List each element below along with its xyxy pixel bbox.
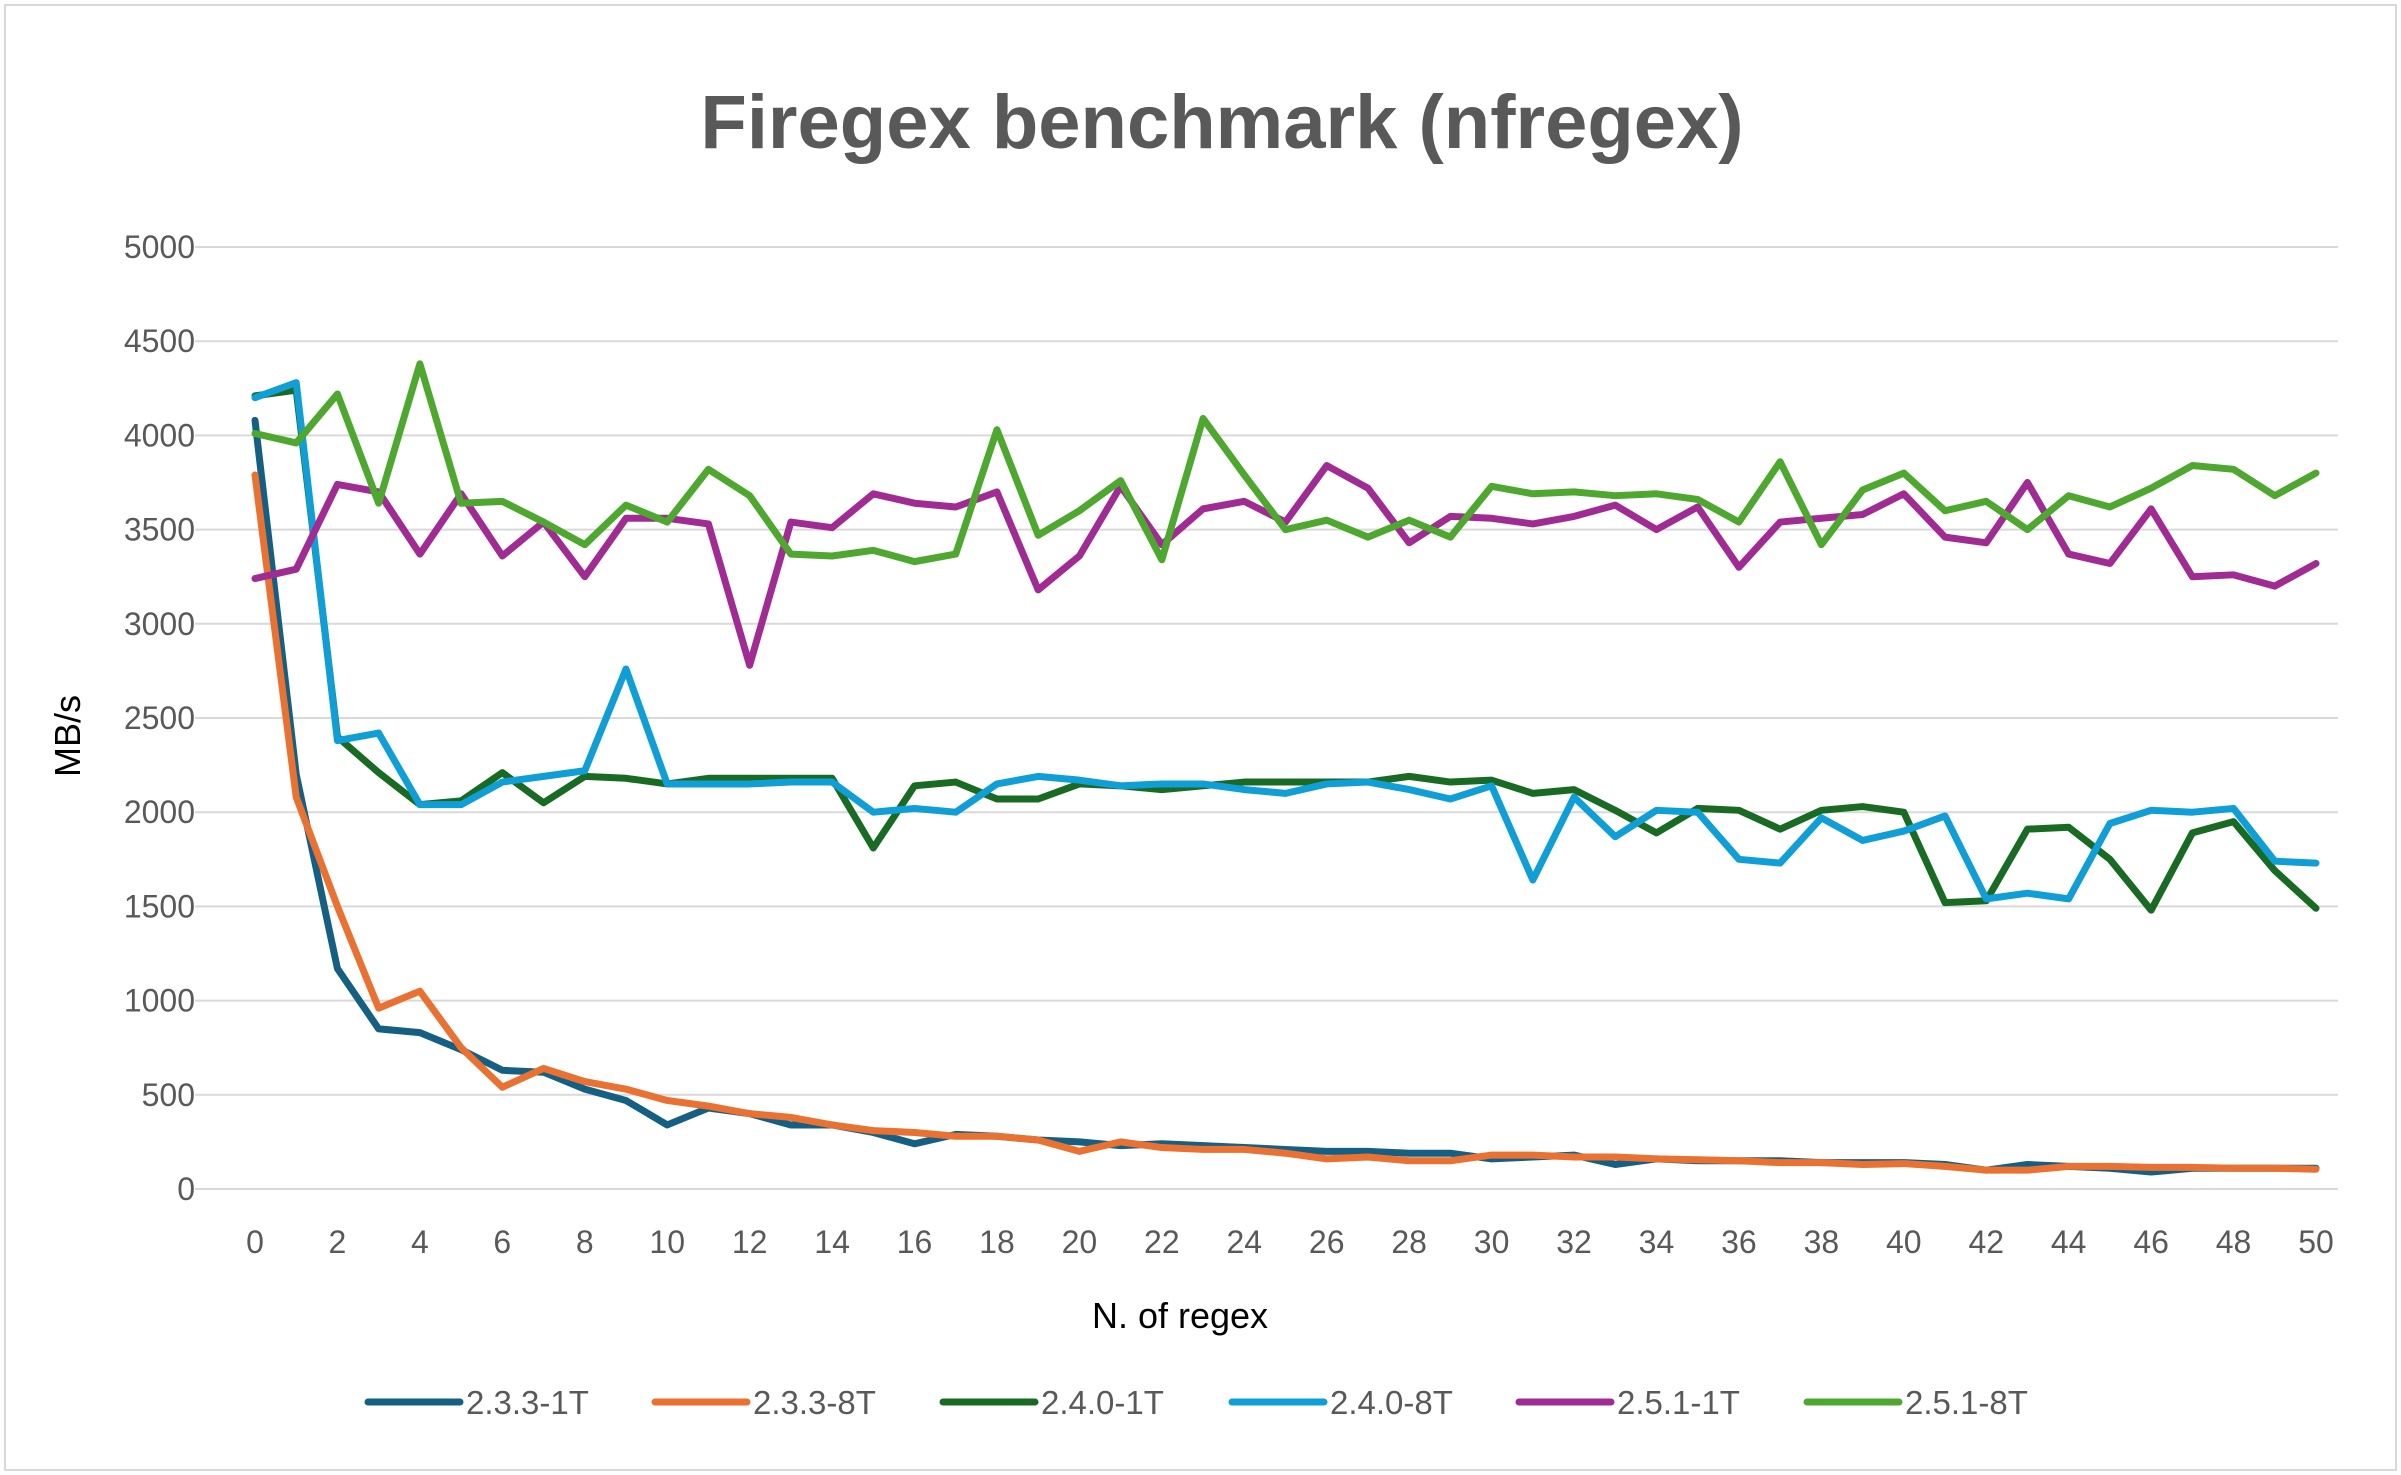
series-line-2.5.1-8T bbox=[251, 360, 2320, 566]
x-tick-label: 16 bbox=[897, 1224, 933, 1260]
y-tick-label: 4000 bbox=[124, 417, 195, 453]
x-tick-label: 28 bbox=[1391, 1224, 1427, 1260]
legend-item: 2.3.3-1T bbox=[364, 1384, 589, 1421]
legend-label: 2.4.0-8T bbox=[1330, 1384, 1453, 1421]
x-tick-label: 0 bbox=[246, 1224, 264, 1260]
x-tick-label: 10 bbox=[649, 1224, 685, 1260]
x-tick-label: 36 bbox=[1721, 1224, 1757, 1260]
x-tick-label: 20 bbox=[1062, 1224, 1098, 1260]
series-line-2.4.0-1T bbox=[251, 386, 2320, 914]
legend-label: 2.4.0-1T bbox=[1041, 1384, 1164, 1421]
legend-item: 2.4.0-8T bbox=[1228, 1384, 1453, 1421]
chart-title: Firegex benchmark (nfregex) bbox=[700, 80, 1743, 165]
x-tick-label: 26 bbox=[1309, 1224, 1345, 1260]
x-axis-label: N. of regex bbox=[1092, 1295, 1268, 1336]
x-tick-label: 12 bbox=[732, 1224, 768, 1260]
x-tick-label: 6 bbox=[493, 1224, 511, 1260]
y-tick-label: 2000 bbox=[124, 794, 195, 830]
x-tick-label: 40 bbox=[1886, 1224, 1922, 1260]
series-line-2.5.1-1T bbox=[251, 462, 2320, 669]
y-tick-label: 5000 bbox=[124, 229, 195, 265]
x-tick-label: 22 bbox=[1144, 1224, 1180, 1260]
y-tick-label: 1500 bbox=[124, 888, 195, 924]
x-tick-label: 34 bbox=[1639, 1224, 1675, 1260]
x-tick-label: 46 bbox=[2133, 1224, 2169, 1260]
legend: 2.3.3-1T 2.3.3-8T 2.4.0-1T 2.4.0-8T 2.5.1-1T… bbox=[364, 1384, 2028, 1421]
x-axis-ticks: 0 2 4 6 8 10 12 14 16 18 20 22 24 26 28 30 32 34 36 38 40 42 4… bbox=[246, 1224, 2334, 1260]
x-tick-label: 14 bbox=[814, 1224, 850, 1260]
x-tick-label: 42 bbox=[1968, 1224, 2004, 1260]
y-tick-label: 3000 bbox=[124, 606, 195, 642]
y-tick-label: 1000 bbox=[124, 983, 195, 1019]
y-tick-label: 3500 bbox=[124, 512, 195, 548]
x-tick-label: 44 bbox=[2051, 1224, 2087, 1260]
x-tick-label: 38 bbox=[1804, 1224, 1840, 1260]
x-tick-label: 50 bbox=[2298, 1224, 2334, 1260]
x-tick-label: 48 bbox=[2216, 1224, 2252, 1260]
x-tick-label: 24 bbox=[1226, 1224, 1262, 1260]
x-tick-label: 8 bbox=[576, 1224, 594, 1260]
legend-label: 2.5.1-1T bbox=[1617, 1384, 1740, 1421]
x-tick-label: 2 bbox=[329, 1224, 347, 1260]
legend-item: 2.5.1-8T bbox=[1803, 1384, 2028, 1421]
series-line-2.3.3-8T bbox=[251, 471, 2320, 1174]
legend-label: 2.3.3-8T bbox=[753, 1384, 876, 1421]
series-lines bbox=[251, 360, 2320, 1176]
y-tick-label: 0 bbox=[177, 1171, 195, 1207]
legend-item: 2.5.1-1T bbox=[1515, 1384, 1740, 1421]
legend-label: 2.3.3-1T bbox=[466, 1384, 589, 1421]
legend-item: 2.3.3-8T bbox=[651, 1384, 876, 1421]
y-axis-label: MB/s bbox=[47, 695, 88, 777]
legend-label: 2.5.1-8T bbox=[1905, 1384, 2028, 1421]
series-line-2.4.0-8T bbox=[251, 379, 2320, 903]
y-tick-label: 2500 bbox=[124, 700, 195, 736]
x-tick-label: 18 bbox=[979, 1224, 1015, 1260]
x-tick-label: 4 bbox=[411, 1224, 429, 1260]
legend-item: 2.4.0-1T bbox=[939, 1384, 1164, 1421]
y-tick-label: 500 bbox=[142, 1077, 195, 1113]
x-tick-label: 32 bbox=[1556, 1224, 1592, 1260]
y-tick-label: 4500 bbox=[124, 323, 195, 359]
gridlines bbox=[195, 246, 2338, 1190]
x-tick-label: 30 bbox=[1474, 1224, 1510, 1260]
chart-border bbox=[4, 4, 2397, 1471]
y-axis-ticks: 0 500 1000 1500 2000 2500 3000 3500 4000 4500 5000 bbox=[124, 229, 195, 1207]
